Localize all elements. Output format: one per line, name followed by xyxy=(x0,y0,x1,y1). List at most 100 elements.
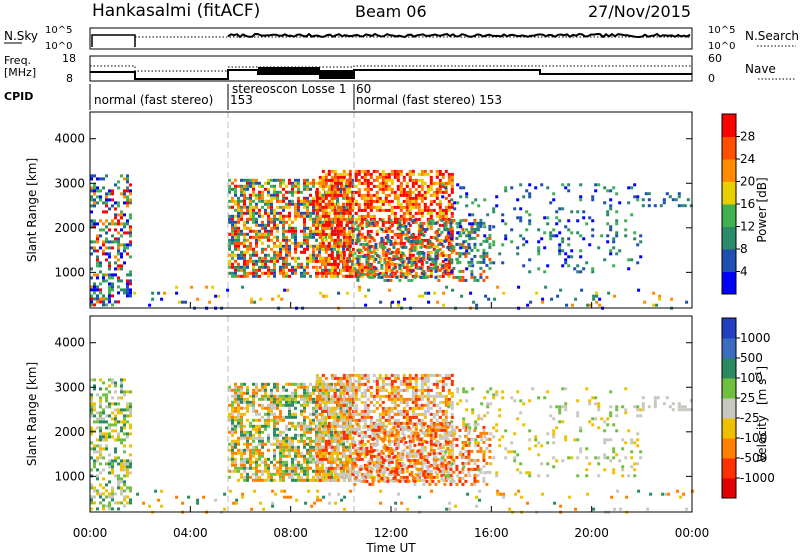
velocity-cell xyxy=(273,454,276,458)
velocity-cell xyxy=(279,463,282,467)
velocity-cell xyxy=(315,415,318,419)
power-cell xyxy=(276,244,279,248)
power-cell xyxy=(249,229,252,233)
velocity-cell xyxy=(366,427,370,431)
velocity-cell xyxy=(108,432,111,436)
power-cell xyxy=(528,258,532,262)
power-cell xyxy=(276,229,279,233)
noise-left-label: N.Sky xyxy=(4,29,38,43)
velocity-cell xyxy=(243,433,246,437)
velocity-cell xyxy=(297,433,300,437)
power-cell xyxy=(324,259,327,263)
power-cell xyxy=(129,270,132,274)
power-cell xyxy=(363,268,367,272)
velocity-cell xyxy=(363,451,367,455)
power-cell xyxy=(393,214,397,218)
velocity-cell xyxy=(351,451,355,455)
velocity-cell xyxy=(330,409,334,413)
velocity-cell xyxy=(312,445,315,449)
power-cell xyxy=(468,237,472,241)
velocity-cell xyxy=(264,421,267,425)
power-cell xyxy=(422,251,426,255)
velocity-cell xyxy=(273,466,276,470)
velocity-cell xyxy=(255,391,258,395)
velocity-cell xyxy=(255,388,258,392)
velocity-cell xyxy=(108,390,111,394)
power-cell xyxy=(470,257,474,261)
velocity-cell xyxy=(129,432,132,436)
velocity-cell xyxy=(105,483,108,487)
velocity-cell xyxy=(312,388,315,392)
power-cell xyxy=(411,220,415,224)
power-cell xyxy=(465,249,469,253)
velocity-cell xyxy=(318,421,321,425)
power-cell xyxy=(479,224,483,228)
power-cell xyxy=(336,175,340,179)
power-cell xyxy=(351,250,355,254)
power-cell xyxy=(276,193,279,197)
velocity-cell xyxy=(234,382,237,386)
power-cell xyxy=(303,196,306,200)
power-cell xyxy=(528,222,532,226)
velocity-cell xyxy=(309,400,312,404)
velocity-cell xyxy=(363,430,367,434)
velocity-cell xyxy=(258,418,261,422)
power-cell xyxy=(378,244,382,248)
power-cell xyxy=(447,241,451,245)
velocity-cell xyxy=(288,448,291,452)
power-cell xyxy=(240,274,243,278)
velocity-cell xyxy=(288,454,291,458)
power-cell xyxy=(240,217,243,221)
power-cell xyxy=(243,262,246,266)
power-cell xyxy=(447,199,451,203)
velocity-cell xyxy=(399,424,403,428)
velocity-cell xyxy=(243,436,246,440)
velocity-cell xyxy=(366,397,370,401)
power-cell xyxy=(378,256,382,260)
velocity-cell xyxy=(336,403,340,407)
power-cell xyxy=(345,259,349,263)
power-cell xyxy=(354,190,358,194)
power-cell xyxy=(234,220,237,224)
power-cell xyxy=(597,246,601,250)
power-cell xyxy=(123,261,126,265)
velocity-cell xyxy=(375,457,379,461)
velocity-cell xyxy=(114,429,117,433)
power-cell xyxy=(342,250,346,254)
power-cell xyxy=(90,198,93,202)
velocity-cell xyxy=(411,451,415,455)
power-cell xyxy=(362,272,366,276)
velocity-cell xyxy=(321,454,325,458)
velocity-cell xyxy=(405,409,409,413)
power-cell xyxy=(255,232,258,236)
velocity-cell xyxy=(285,445,288,449)
power-cell xyxy=(249,259,252,263)
power-cell xyxy=(231,265,234,269)
velocity-cell xyxy=(357,457,361,461)
velocity-cell xyxy=(93,414,96,418)
noise-right-tick-bottom: 10^0 xyxy=(708,41,735,52)
velocity-cell xyxy=(273,382,276,386)
power-cell xyxy=(366,187,370,191)
power-cell xyxy=(468,231,472,235)
power-cell xyxy=(321,187,325,191)
power-cell xyxy=(544,285,548,289)
velocity-cell xyxy=(294,382,297,386)
power-cell xyxy=(522,264,526,268)
power-cell xyxy=(360,235,364,239)
power-cell xyxy=(546,222,550,226)
power-cell xyxy=(369,193,373,197)
velocity-cell xyxy=(279,454,282,458)
velocity-cell xyxy=(279,448,282,452)
velocity-cell xyxy=(126,486,129,490)
power-cell xyxy=(288,211,291,215)
velocity-cell xyxy=(120,387,123,391)
power-cell xyxy=(363,172,367,176)
power-cell xyxy=(117,243,120,247)
power-cell xyxy=(653,204,657,208)
power-cell xyxy=(249,247,252,251)
power-cell xyxy=(240,205,243,209)
power-cell xyxy=(330,274,334,278)
power-cell xyxy=(467,242,471,246)
power-cell xyxy=(282,226,285,230)
